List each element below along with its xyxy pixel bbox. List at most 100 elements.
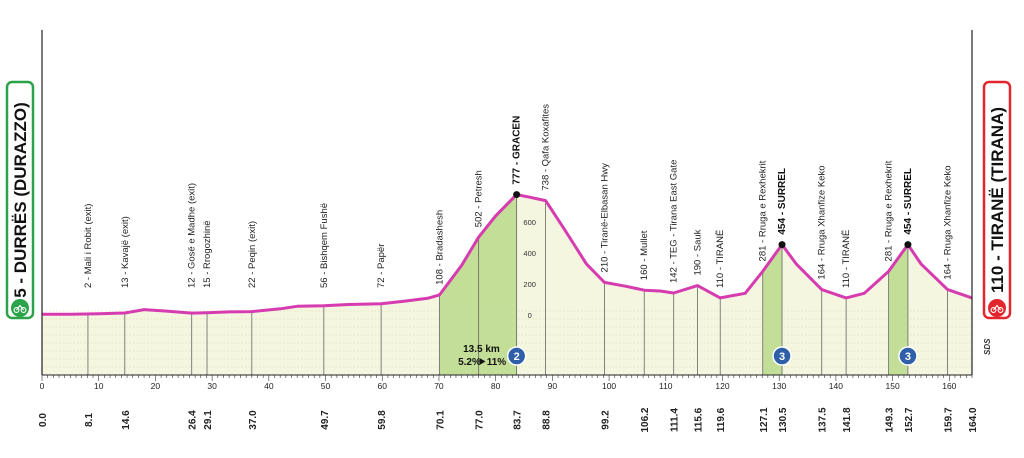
x-tick-label: 30 bbox=[207, 381, 217, 391]
distance-label: 164.0 bbox=[968, 407, 979, 432]
climb-max-gradient: 11% bbox=[487, 357, 507, 368]
summit-dot bbox=[778, 241, 786, 249]
waypoint-label: 56 - Bishqem Fushë bbox=[319, 203, 330, 288]
waypoint-label: 281 - Rruga e Rexhekrit bbox=[884, 160, 895, 261]
summit-dot bbox=[513, 191, 521, 199]
waypoint-label: 72 - Papër bbox=[376, 244, 387, 288]
x-tick-label: 60 bbox=[378, 381, 388, 391]
waypoint-label: 281 - Rruga e Rexhekrit bbox=[758, 160, 769, 261]
waypoint-label: 454 - SURREL bbox=[903, 168, 914, 235]
climb-category-badge bbox=[506, 346, 527, 366]
distance-label: 159.7 bbox=[944, 407, 955, 432]
wheel-icon bbox=[990, 307, 997, 313]
wheel-icon bbox=[997, 307, 1004, 313]
distance-label: 88.8 bbox=[542, 410, 553, 430]
start-label: 5 - DURRËS (DURAZZO) bbox=[11, 102, 30, 298]
waypoint-label: 160 - Mullet bbox=[639, 230, 650, 280]
waypoint-label: 738 - Qafa Koxafites bbox=[541, 104, 552, 191]
x-tick-label: 100 bbox=[602, 381, 616, 391]
waypoint-label: 210 - Tiranë-Elbasan Hwy bbox=[600, 163, 611, 273]
distance-label: 83.7 bbox=[513, 410, 524, 430]
waypoint-label: 777 - GRACEN bbox=[512, 116, 523, 185]
climb-category-badge bbox=[772, 346, 792, 366]
distance-label: 106.2 bbox=[640, 407, 651, 432]
waypoint-label: 15 - Rrogozhinë bbox=[202, 220, 213, 288]
waypoint-label: 190 - Sauk bbox=[693, 229, 704, 275]
finish-box bbox=[982, 80, 1012, 320]
waypoint-label: 164 - Rruga Xhanfize Keko bbox=[817, 166, 828, 280]
finish-label: 110 - TIRANË (TIRANA) bbox=[988, 107, 1007, 293]
x-tick-label: 20 bbox=[151, 381, 161, 391]
distance-label: 111.4 bbox=[670, 408, 681, 432]
x-tick-label: 40 bbox=[264, 381, 274, 391]
waypoint-label: 142 - TEG - Tirana East Gate bbox=[669, 160, 680, 283]
x-tick-label: 120 bbox=[715, 381, 729, 391]
climb-category-label: 2 bbox=[514, 351, 520, 363]
distance-label: 0.0 bbox=[38, 413, 49, 427]
distance-label: 141.8 bbox=[842, 407, 853, 432]
altitude-tick-label: 600 bbox=[523, 218, 536, 227]
x-tick-label: 0 bbox=[40, 381, 45, 391]
waypoint-label: 454 - SURREL bbox=[777, 168, 788, 235]
frame-icon bbox=[993, 304, 1001, 311]
x-tick-label: 130 bbox=[772, 381, 786, 391]
x-tick-label: 90 bbox=[548, 381, 558, 391]
x-tick-label: 70 bbox=[434, 381, 444, 391]
summit-dot bbox=[904, 241, 912, 249]
distance-label: 26.4 bbox=[188, 410, 199, 430]
profile-line bbox=[42, 193, 973, 316]
start-box bbox=[5, 80, 35, 320]
distance-label: 99.2 bbox=[601, 410, 612, 430]
distance-label: 137.5 bbox=[818, 407, 829, 432]
waypoint-label: 502 - Petresh bbox=[474, 170, 485, 227]
wheel-icon bbox=[20, 307, 27, 313]
distance-label: 77.0 bbox=[475, 410, 486, 430]
x-tick-label: 140 bbox=[829, 381, 843, 391]
max-gradient-arrow bbox=[479, 358, 486, 365]
distance-label: 130.5 bbox=[778, 407, 789, 432]
altitude-tick-label: 0 bbox=[528, 311, 532, 320]
x-tick-label: 110 bbox=[659, 381, 673, 391]
waypoint-label: 13 - Kavajë (exit) bbox=[120, 216, 131, 288]
wheel-icon bbox=[13, 307, 20, 313]
x-tick-label: 150 bbox=[886, 381, 900, 391]
distance-label: 127.1 bbox=[759, 407, 770, 432]
climb-length: 13.5 km bbox=[463, 344, 500, 355]
waypoint-label: 108 - Bradashesh bbox=[435, 210, 446, 285]
distance-label: 37.0 bbox=[248, 410, 259, 430]
waypoint-label: 110 - TIRANË bbox=[841, 230, 852, 288]
distance-label: 59.8 bbox=[377, 410, 388, 430]
distance-label: 119.6 bbox=[716, 407, 727, 432]
waypoint-label: 110 - TIRANË bbox=[715, 230, 726, 288]
climb-gradient: 5.2% bbox=[458, 357, 481, 368]
distance-label: 49.7 bbox=[320, 410, 331, 430]
climb-area bbox=[439, 194, 517, 375]
waypoint-label: 22 - Peqin (exit) bbox=[247, 221, 258, 288]
distance-label: 152.7 bbox=[904, 407, 915, 432]
distance-label: 14.6 bbox=[121, 410, 132, 430]
finish-cyclist-icon bbox=[988, 299, 1006, 317]
climb-area bbox=[888, 244, 908, 375]
climb-category-badge bbox=[898, 346, 918, 366]
brand-mark: SDS bbox=[983, 338, 992, 355]
distance-label: 8.1 bbox=[84, 413, 95, 427]
distance-label: 115.6 bbox=[694, 407, 705, 432]
waypoint-label: 164 - Rruga Xhanfize Keko bbox=[943, 166, 954, 280]
distance-label: 149.3 bbox=[885, 407, 896, 432]
distance-label: 29.1 bbox=[203, 410, 214, 430]
distance-label: 70.1 bbox=[436, 410, 447, 430]
x-tick-label: 50 bbox=[321, 381, 331, 391]
x-tick-label: 10 bbox=[94, 381, 104, 391]
altitude-tick-label: 200 bbox=[523, 280, 536, 289]
climb-category-label: 3 bbox=[905, 351, 911, 363]
frame-icon bbox=[16, 304, 24, 311]
x-tick-label: 160 bbox=[942, 381, 956, 391]
altitude-tick-label: 400 bbox=[523, 249, 536, 258]
climb-category-label: 3 bbox=[779, 351, 785, 363]
start-cyclist-icon bbox=[11, 299, 29, 317]
waypoint-label: 2 - Mali i Robit (exit) bbox=[83, 204, 94, 288]
x-tick-label: 80 bbox=[491, 381, 501, 391]
climb-area bbox=[762, 244, 783, 375]
